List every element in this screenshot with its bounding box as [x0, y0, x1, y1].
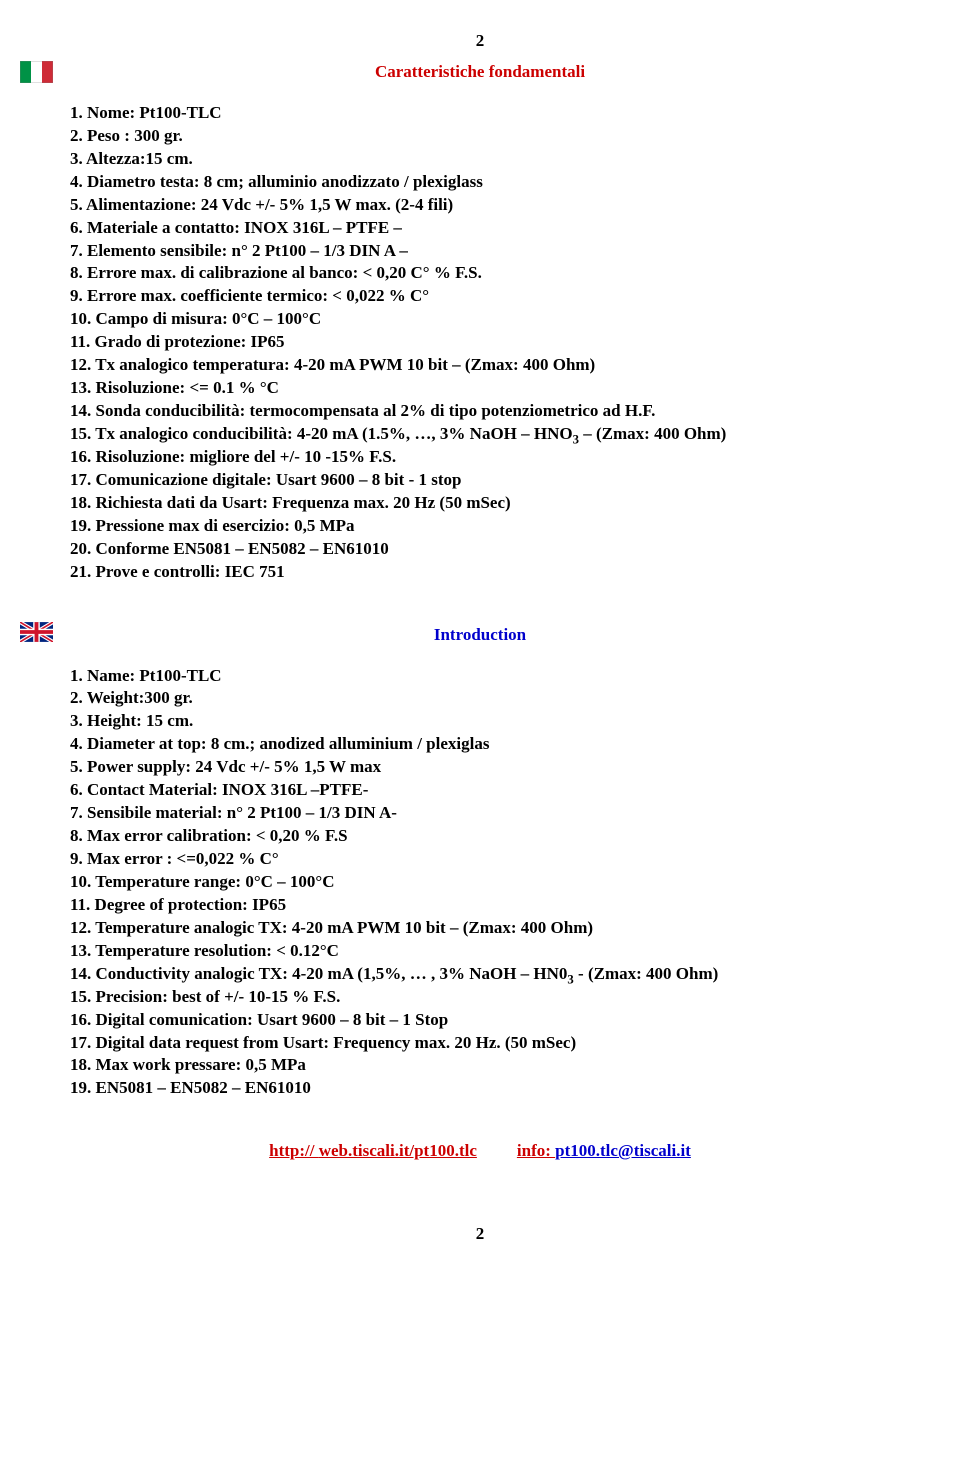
list-en: 1. Name: Pt100-TLC 2. Weight:300 gr. 3. …: [70, 665, 890, 1101]
list-item: 4. Diameter at top: 8 cm.; anodized allu…: [70, 733, 890, 756]
footer-email[interactable]: pt100.tlc@tiscali.it: [555, 1141, 691, 1160]
list-it: 1. Nome: Pt100-TLC 2. Peso : 300 gr. 3. …: [70, 102, 890, 584]
list-item: 19. EN5081 – EN5082 – EN61010: [70, 1077, 890, 1100]
list-item: 11. Grado di protezione: IP65: [70, 331, 890, 354]
section-en-title: Introduction: [70, 624, 890, 647]
list-item: 18. Richiesta dati da Usart: Frequenza m…: [70, 492, 890, 515]
list-item: 3. Altezza:15 cm.: [70, 148, 890, 171]
list-item: 9. Errore max. coefficiente termico: < 0…: [70, 285, 890, 308]
list-item: 13. Risoluzione: <= 0.1 % °C: [70, 377, 890, 400]
list-item: 19. Pressione max di esercizio: 0,5 MPa: [70, 515, 890, 538]
section-en-header: Introduction: [70, 624, 890, 647]
list-item: 5. Alimentazione: 24 Vdc +/- 5% 1,5 W ma…: [70, 194, 890, 217]
list-item: 11. Degree of protection: IP65: [70, 894, 890, 917]
list-item: 14. Conductivity analogic TX: 4-20 mA (1…: [70, 963, 890, 986]
list-item: 16. Risoluzione: migliore del +/- 10 -15…: [70, 446, 890, 469]
list-item-text: 14. Conductivity analogic TX: 4-20 mA (1…: [70, 964, 567, 983]
list-item: 17. Digital data request from Usart: Fre…: [70, 1032, 890, 1055]
list-item: 14. Sonda conducibilità: termocompensata…: [70, 400, 890, 423]
list-item: 12. Tx analogico temperatura: 4-20 mA PW…: [70, 354, 890, 377]
list-item: 10. Campo di misura: 0°C – 100°C: [70, 308, 890, 331]
list-item: 2. Peso : 300 gr.: [70, 125, 890, 148]
list-item: 7. Elemento sensibile: n° 2 Pt100 – 1/3 …: [70, 240, 890, 263]
list-item: 1. Name: Pt100-TLC: [70, 665, 890, 688]
list-item: 6. Materiale a contatto: INOX 316L – PTF…: [70, 217, 890, 240]
italy-flag-icon: [20, 61, 53, 83]
list-item-tail: - (Zmax: 400 Ohm): [574, 964, 718, 983]
footer-url-prefix: http://: [269, 1141, 319, 1160]
list-item: 9. Max error : <=0,022 % C°: [70, 848, 890, 871]
list-item: 21. Prove e controlli: IEC 751: [70, 561, 890, 584]
list-item: 8. Errore max. di calibrazione al banco:…: [70, 262, 890, 285]
list-item: 16. Digital comunication: Usart 9600 – 8…: [70, 1009, 890, 1032]
list-item-text: 15. Tx analogico conducibilità: 4-20 mA …: [70, 424, 573, 443]
footer-url[interactable]: web.tiscali.it/pt100.tlc: [319, 1141, 477, 1160]
list-item: 5. Power supply: 24 Vdc +/- 5% 1,5 W max: [70, 756, 890, 779]
uk-flag-icon: [20, 622, 53, 649]
footer-info-label: info:: [517, 1141, 555, 1160]
list-item: 8. Max error calibration: < 0,20 % F.S: [70, 825, 890, 848]
list-item: 1. Nome: Pt100-TLC: [70, 102, 890, 125]
list-item: 7. Sensibile material: n° 2 Pt100 – 1/3 …: [70, 802, 890, 825]
list-item: 6. Contact Material: INOX 316L –PTFE-: [70, 779, 890, 802]
list-item: 15. Tx analogico conducibilità: 4-20 mA …: [70, 423, 890, 446]
list-item: 15. Precision: best of +/- 10-15 % F.S.: [70, 986, 890, 1009]
page-number-top: 2: [70, 30, 890, 53]
list-item: 18. Max work pressare: 0,5 MPa: [70, 1054, 890, 1077]
list-item: 20. Conforme EN5081 – EN5082 – EN61010: [70, 538, 890, 561]
list-item: 10. Temperature range: 0°C – 100°C: [70, 871, 890, 894]
list-item-tail: – (Zmax: 400 Ohm): [579, 424, 726, 443]
list-item: 17. Comunicazione digitale: Usart 9600 –…: [70, 469, 890, 492]
list-item: 3. Height: 15 cm.: [70, 710, 890, 733]
list-item: 12. Temperature analogic TX: 4-20 mA PWM…: [70, 917, 890, 940]
list-item: 13. Temperature resolution: < 0.12°C: [70, 940, 890, 963]
footer-link: http:// web.tiscali.it/pt100.tlc info: pt…: [70, 1140, 890, 1163]
section-it-title: Caratteristiche fondamentali: [70, 61, 890, 84]
list-item: 4. Diametro testa: 8 cm; alluminio anodi…: [70, 171, 890, 194]
page-number-bottom: 2: [70, 1223, 890, 1246]
list-item: 2. Weight:300 gr.: [70, 687, 890, 710]
section-it-header: Caratteristiche fondamentali: [70, 61, 890, 84]
